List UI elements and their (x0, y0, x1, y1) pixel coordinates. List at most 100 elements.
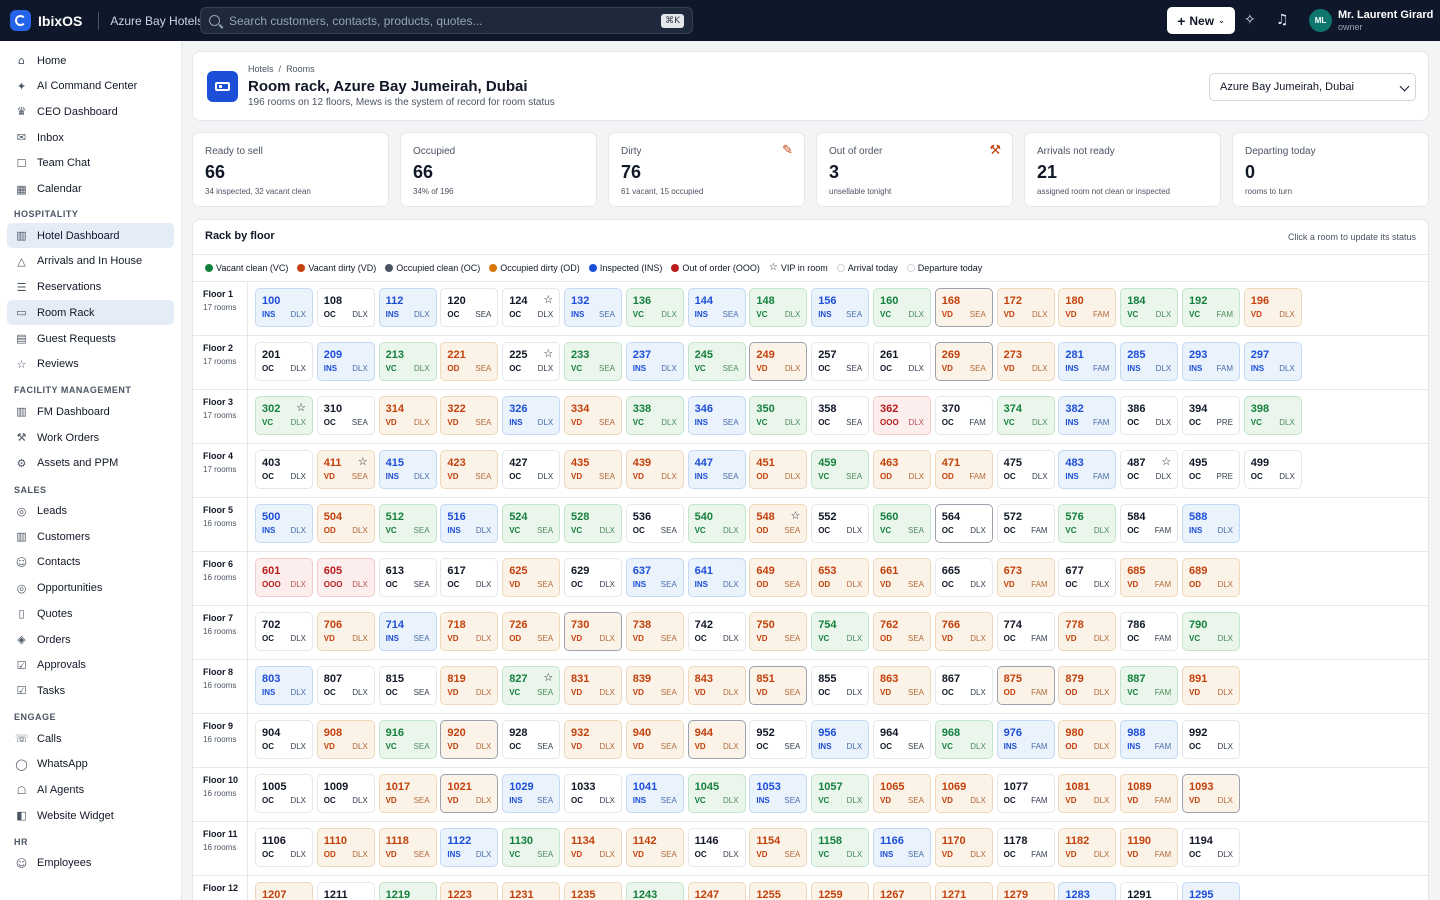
room-card-281[interactable]: 281 INS FAM (1058, 342, 1117, 381)
room-card-463[interactable]: 463 OD DLX (873, 450, 931, 489)
room-card-483[interactable]: 483 INS FAM (1058, 450, 1117, 489)
room-card-742[interactable]: 742 OC DLX (687, 612, 746, 651)
room-card-237[interactable]: 237 INS DLX (625, 342, 684, 381)
room-card-576[interactable]: 576 VC DLX (1058, 504, 1117, 543)
room-card-192[interactable]: 192 VC FAM (1182, 288, 1240, 327)
room-card-1053[interactable]: 1053 INS SEA (749, 774, 808, 813)
room-card-415[interactable]: 415 INS DLX (378, 450, 437, 489)
room-card-706[interactable]: 706 VD DLX (316, 612, 375, 651)
room-card-851[interactable]: 851 VD SEA (749, 666, 808, 705)
room-card-1005[interactable]: 1005 OC DLX (255, 774, 313, 813)
room-card-499[interactable]: 499 OC DLX (1243, 450, 1302, 489)
room-card-495[interactable]: 495 OC PRE (1182, 450, 1240, 489)
room-card-641[interactable]: 641 INS DLX (687, 558, 746, 597)
room-card-487[interactable]: 487 OC DLX ☆ (1120, 450, 1179, 489)
room-card-1069[interactable]: 1069 VD DLX (934, 774, 993, 813)
room-card-726[interactable]: 726 OD SEA (502, 612, 561, 651)
room-card-213[interactable]: 213 VC DLX (378, 342, 437, 381)
room-card-1021[interactable]: 1021 VD DLX (440, 774, 499, 813)
room-card-524[interactable]: 524 VC SEA (502, 504, 561, 543)
room-card-774[interactable]: 774 OC FAM (996, 612, 1055, 651)
room-card-928[interactable]: 928 OC SEA (502, 720, 561, 759)
room-card-423[interactable]: 423 VD SEA (440, 450, 499, 489)
sidebar-item-whatsapp[interactable]: ◯ WhatsApp (7, 752, 174, 777)
global-search[interactable]: ⌘K (200, 7, 693, 34)
room-card-988[interactable]: 988 INS FAM (1120, 720, 1179, 759)
room-card-504[interactable]: 504 OD DLX (316, 504, 375, 543)
room-card-1029[interactable]: 1029 INS SEA (502, 774, 561, 813)
room-card-601[interactable]: 601 OOO DLX (255, 558, 313, 597)
room-card-1158[interactable]: 1158 VC DLX (811, 828, 870, 867)
room-card-1291[interactable]: 1291OC (1120, 882, 1179, 900)
sidebar-item-approvals[interactable]: ☑ Approvals (7, 653, 174, 678)
room-card-382[interactable]: 382 INS FAM (1058, 396, 1117, 435)
room-card-1146[interactable]: 1146 OC DLX (687, 828, 746, 867)
room-card-1045[interactable]: 1045 VC DLX (687, 774, 746, 813)
room-card-261[interactable]: 261 OC DLX (873, 342, 931, 381)
room-card-201[interactable]: 201 OC DLX (255, 342, 313, 381)
room-card-451[interactable]: 451 OD DLX (749, 450, 808, 489)
room-card-172[interactable]: 172 VD DLX (996, 288, 1055, 327)
room-card-976[interactable]: 976 INS FAM (996, 720, 1055, 759)
sidebar-item-reservations[interactable]: ☰ Reservations (7, 275, 174, 300)
sidebar-item-ai-agents[interactable]: ☖ AI Agents (7, 778, 174, 803)
room-card-1065[interactable]: 1065 VD SEA (873, 774, 931, 813)
room-card-1093[interactable]: 1093 VD DLX (1182, 774, 1240, 813)
room-card-1033[interactable]: 1033 OC DLX (564, 774, 622, 813)
room-card-1223[interactable]: 1223VD (440, 882, 499, 900)
room-card-891[interactable]: 891 VD DLX (1182, 666, 1240, 705)
room-card-196[interactable]: 196 VD DLX (1243, 288, 1302, 327)
room-card-940[interactable]: 940 VD SEA (625, 720, 684, 759)
room-card-310[interactable]: 310 OC SEA (316, 396, 375, 435)
room-card-1009[interactable]: 1009 OC DLX (316, 774, 375, 813)
room-card-1255[interactable]: 1255VD (749, 882, 808, 900)
room-card-649[interactable]: 649 OD SEA (749, 558, 808, 597)
room-card-471[interactable]: 471 OD FAM (934, 450, 993, 489)
room-card-148[interactable]: 148 VC DLX (749, 288, 808, 327)
room-card-1170[interactable]: 1170 VD DLX (934, 828, 993, 867)
room-card-588[interactable]: 588 INS DLX (1182, 504, 1240, 543)
room-card-334[interactable]: 334 VD SEA (564, 396, 622, 435)
room-card-762[interactable]: 762 OD SEA (873, 612, 931, 651)
breadcrumb-hotels[interactable]: Hotels (248, 64, 274, 74)
room-card-718[interactable]: 718 VD DLX (440, 612, 499, 651)
room-card-136[interactable]: 136 VC DLX (625, 288, 684, 327)
room-card-665[interactable]: 665 OC DLX (934, 558, 993, 597)
sidebar-item-orders[interactable]: ◈ Orders (7, 627, 174, 652)
sidebar-item-home[interactable]: ⌂ Home (7, 48, 174, 73)
room-card-221[interactable]: 221 OD SEA (440, 342, 499, 381)
room-card-439[interactable]: 439 VD DLX (625, 450, 684, 489)
room-card-1182[interactable]: 1182 VD DLX (1058, 828, 1117, 867)
sidebar-item-inbox[interactable]: ✉ Inbox (7, 125, 174, 150)
sparkle-icon[interactable]: ✧ (1244, 12, 1256, 28)
room-card-1142[interactable]: 1142 VD SEA (625, 828, 684, 867)
room-card-168[interactable]: 168 VD SEA (934, 288, 993, 327)
room-card-702[interactable]: 702 OC DLX (255, 612, 313, 651)
room-card-964[interactable]: 964 OC SEA (873, 720, 931, 759)
room-card-500[interactable]: 500 INS DLX (255, 504, 313, 543)
room-card-358[interactable]: 358 OC SEA (811, 396, 870, 435)
room-card-1041[interactable]: 1041 INS SEA (625, 774, 684, 813)
room-card-867[interactable]: 867 OC DLX (934, 666, 993, 705)
room-card-803[interactable]: 803 INS DLX (255, 666, 313, 705)
room-card-560[interactable]: 560 VC SEA (873, 504, 931, 543)
stat-card-departing-today[interactable]: Departing today 0 rooms to turn (1232, 132, 1429, 207)
room-card-1219[interactable]: 1219VC (378, 882, 437, 900)
room-card-447[interactable]: 447 INS SEA (687, 450, 746, 489)
room-card-673[interactable]: 673 VD FAM (996, 558, 1055, 597)
room-card-1231[interactable]: 1231VD (502, 882, 561, 900)
room-card-108[interactable]: 108 OC DLX (316, 288, 375, 327)
room-card-932[interactable]: 932 VD DLX (564, 720, 622, 759)
room-card-613[interactable]: 613 OC SEA (378, 558, 437, 597)
room-card-459[interactable]: 459 VC SEA (811, 450, 870, 489)
room-card-754[interactable]: 754 VC DLX (811, 612, 870, 651)
room-card-411[interactable]: 411 VD SEA ☆ (316, 450, 375, 489)
room-card-1283[interactable]: 1283INS (1058, 882, 1117, 900)
room-card-629[interactable]: 629 OC DLX (564, 558, 622, 597)
room-card-528[interactable]: 528 VC DLX (564, 504, 622, 543)
room-card-249[interactable]: 249 VD DLX (749, 342, 808, 381)
room-card-209[interactable]: 209 INS DLX (316, 342, 375, 381)
room-card-285[interactable]: 285 INS DLX (1120, 342, 1179, 381)
room-card-815[interactable]: 815 OC SEA (378, 666, 437, 705)
room-card-1057[interactable]: 1057 VC DLX (811, 774, 870, 813)
